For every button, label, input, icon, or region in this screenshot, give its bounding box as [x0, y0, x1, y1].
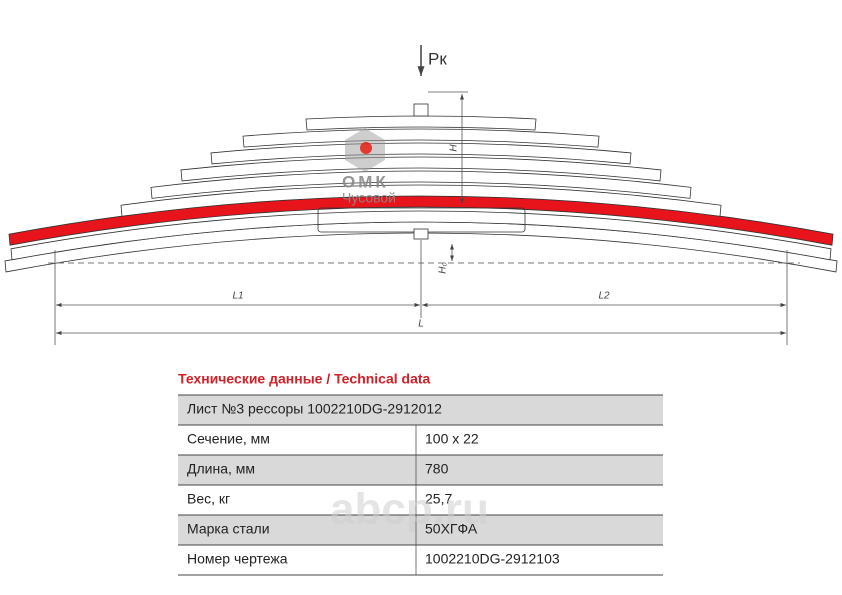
cell-label: Вес, кг [187, 491, 230, 507]
cell-value: 1002210DG-2912103 [425, 551, 560, 567]
leaf [210, 142, 632, 165]
logo-plant: Чусовой [342, 190, 396, 206]
free-height-label: H₀ [438, 262, 449, 273]
cell-label: Длина, мм [187, 461, 255, 477]
table-header-bg [178, 395, 663, 425]
center-nut [413, 228, 429, 240]
row-bg [178, 515, 663, 545]
table-title: Технические данные / Technical data [178, 371, 431, 387]
leaf [10, 210, 832, 261]
leaf-spring [4, 103, 838, 273]
leaf [150, 170, 692, 199]
logo-brand: ОМК [342, 172, 389, 191]
table-header: Лист №3 рессоры 1002210DG-2912012 [187, 401, 442, 417]
cell-value: 780 [425, 461, 449, 477]
leaf [180, 156, 662, 182]
center-bolt [413, 103, 429, 117]
leaf [242, 128, 600, 148]
cell-value: 100 x 22 [425, 431, 479, 447]
left-length-label: L1 [232, 291, 243, 302]
cell-value: 25,7 [425, 491, 452, 507]
height-label: H [449, 144, 460, 152]
cell-label: Номер чертежа [187, 551, 288, 567]
cell-label: Марка стали [187, 521, 270, 537]
right-length-label: L2 [598, 291, 610, 302]
logo: ОМК Чусовой [342, 128, 396, 206]
cell-value: 50ХГФА [425, 521, 478, 537]
length-label: L [418, 319, 424, 330]
watermark: abcp.ru [330, 485, 489, 534]
load-label: Pк [428, 49, 447, 68]
leaf [305, 115, 537, 131]
row-bg [178, 455, 663, 485]
cell-label: Сечение, мм [187, 431, 270, 447]
data-table: Лист №3 рессоры 1002210DG-2912012 Сечение… [178, 394, 663, 576]
leaf [120, 184, 722, 217]
